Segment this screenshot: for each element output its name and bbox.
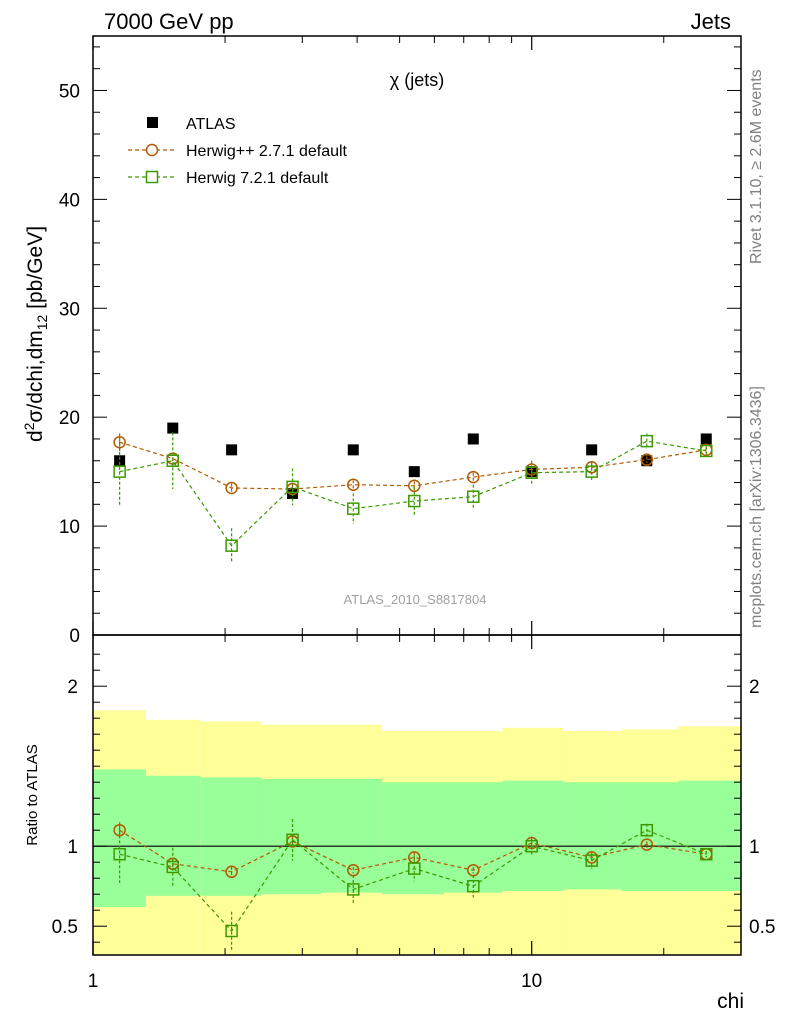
main-y-tick-label: 10 (59, 517, 80, 538)
ratio-herwig7-point (700, 847, 713, 861)
atlas-point (700, 433, 712, 445)
herwigpp-line (119, 441, 707, 490)
herwig7-point (286, 480, 299, 494)
x-tick-label: 10 (521, 971, 542, 992)
atlas-point (586, 444, 598, 456)
ylabel-d: d (24, 430, 47, 442)
mcplots-label: mcplots.cern.ch [arXiv:1306.3436] (748, 386, 765, 628)
herwig7-point (585, 465, 598, 478)
atlas-point (114, 455, 126, 467)
herwig7-point (408, 494, 421, 508)
process-label: Jets (691, 9, 731, 34)
band-inner-bin (321, 779, 383, 893)
herwig7-line (119, 440, 707, 547)
herwig7-point (347, 502, 360, 515)
legend: ATLAS Herwig++ 2.7.1 default Herwig 7.2.… (128, 116, 348, 187)
main-y-axis-label: d2σ/dchi,dm12 [pb/GeV] (21, 226, 50, 442)
band-inner-bin (678, 780, 741, 891)
main-y-tick-label: 50 (59, 81, 80, 102)
legend-herwig7-label: Herwig 7.2.1 default (186, 170, 329, 187)
ratio-herwigpp-point (640, 838, 654, 851)
x-axis-label: chi (717, 990, 744, 1013)
ylabel-unit: [pb/GeV] (24, 226, 47, 315)
ratio-herwig7-point (467, 879, 480, 893)
main-y-tick-label: 40 (59, 190, 80, 211)
ratio-herwigpp-line (119, 829, 707, 873)
ratio-y-tick-label: 1 (67, 837, 78, 858)
ylabel-mid: σ/dchi,dm (24, 330, 47, 422)
atlas-point (467, 433, 479, 445)
band-inner-bin (443, 782, 503, 893)
herwig7-point (166, 454, 180, 467)
ratio-y-tick-label-right: 0.5 (749, 917, 775, 938)
data-marks (113, 422, 713, 951)
ratio-herwig7-point (525, 839, 538, 853)
ratio-y-tick-label-right: 2 (749, 677, 760, 698)
band-inner-bin (382, 782, 444, 895)
band-inner-bin (200, 777, 262, 896)
band-inner-bin (621, 782, 679, 891)
ratio-herwigpp-point (225, 865, 238, 879)
ratio-herwig7-point (225, 924, 238, 938)
atlas-point (347, 444, 359, 456)
herwig7-point (525, 466, 538, 479)
atlas-point (408, 466, 420, 478)
atlas-point (641, 455, 653, 467)
main-y-tick-label: 30 (59, 299, 80, 320)
herwigpp-point (467, 470, 480, 484)
ratio-herwig7-point (408, 862, 421, 875)
main-y-tick-label: 0 (69, 626, 80, 647)
herwig7-point (467, 490, 480, 503)
x-tick-label: 1 (88, 971, 99, 992)
ratio-herwig7-point (347, 883, 360, 896)
herwig7-point (640, 434, 654, 448)
plot-title: χ (jets) (390, 70, 444, 90)
atlas-point (226, 444, 238, 456)
ratio-bands (93, 710, 741, 955)
ratio-y-tick-label: 0.5 (52, 917, 78, 938)
ratio-herwig7-point (640, 823, 654, 837)
ratio-y-tick-label: 2 (67, 677, 78, 698)
energy-label: 7000 GeV pp (104, 9, 234, 34)
ratio-herwig7-point (585, 854, 598, 867)
herwigpp-point (347, 478, 360, 491)
ratio-herwig7-point (113, 847, 126, 861)
legend-herwigpp-marker (145, 143, 159, 157)
legend-herwig7-marker (145, 170, 159, 184)
ylabel-sub: 12 (34, 314, 50, 330)
atlas-point (167, 422, 179, 434)
band-inner-bin (563, 782, 622, 890)
ratio-plot-frame (92, 634, 742, 956)
ratio-herwig7-point (286, 833, 299, 847)
herwig7-point (113, 465, 126, 478)
analysis-watermark: ATLAS_2010_S8817804 (344, 592, 487, 607)
legend-atlas-label: ATLAS (186, 116, 236, 133)
rivet-version-label: Rivet 3.1.10, ≥ 2.6M events (748, 69, 765, 264)
herwig7-point (225, 539, 238, 552)
legend-atlas-marker (147, 117, 158, 128)
herwigpp-point (225, 481, 238, 495)
ratio-y-tick-label-right: 1 (749, 837, 760, 858)
herwig7-point (700, 444, 713, 458)
herwigpp-point (640, 453, 654, 466)
ratio-herwig7-point (166, 860, 180, 874)
ratio-y-axis-label: Ratio to ATLAS (24, 744, 41, 845)
herwigpp-point (408, 479, 421, 493)
axes-ticks: 1 10 0 10 20 30 40 50 0.5 0.5 1 1 2 2 (52, 36, 775, 992)
ylabel-sup: 2 (21, 422, 37, 430)
main-y-tick-label: 20 (59, 408, 80, 429)
band-inner-bin (502, 780, 564, 891)
legend-herwigpp-label: Herwig++ 2.7.1 default (186, 143, 348, 160)
